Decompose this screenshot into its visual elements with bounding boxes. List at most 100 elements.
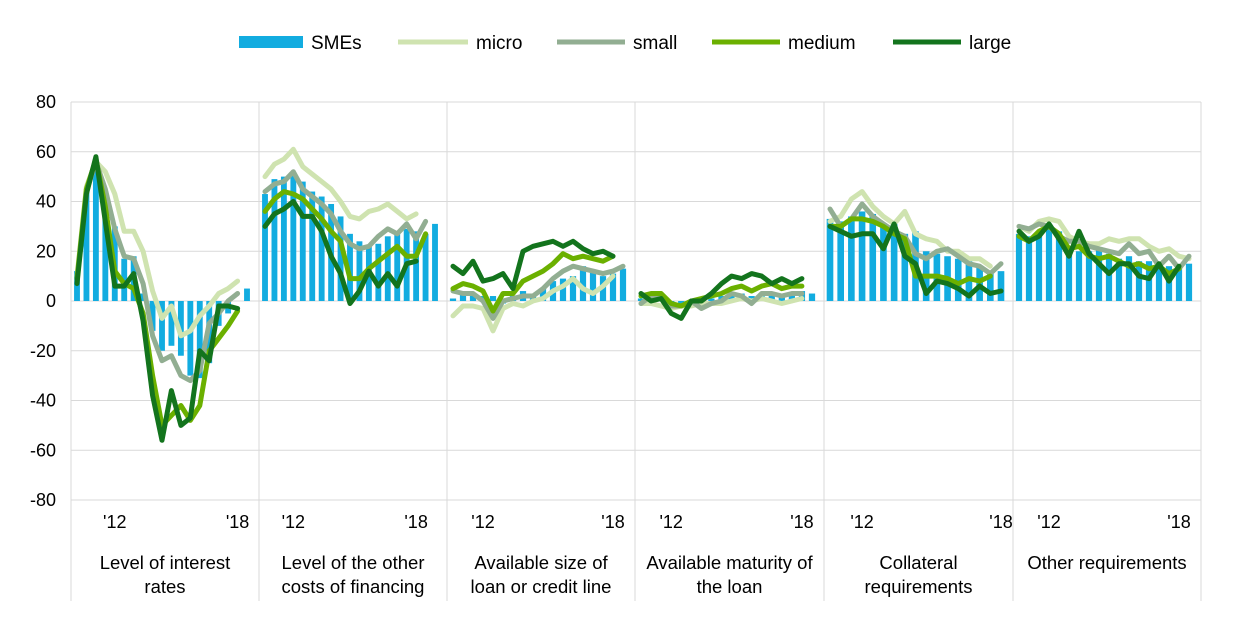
line-large <box>74 154 241 443</box>
x-tick-label: '12 <box>1037 512 1060 532</box>
x-tick-label: '18 <box>601 512 624 532</box>
legend-item-micro: micro <box>398 33 522 54</box>
bar-smes <box>1055 231 1063 301</box>
panel-label: rates <box>144 576 185 597</box>
bar-smes <box>459 291 467 301</box>
bar-smes <box>384 236 391 301</box>
bar-smes <box>589 271 597 301</box>
legend-item-large: large <box>893 33 1011 54</box>
bar-smes <box>422 233 429 301</box>
line-medium <box>262 189 429 282</box>
bar-smes <box>1185 263 1193 301</box>
y-tick-label: 40 <box>36 192 56 212</box>
bar-smes <box>1045 228 1053 301</box>
bar-smes <box>149 301 156 331</box>
bar-smes <box>569 276 577 301</box>
line-micro <box>262 146 419 222</box>
legend-item-smes: SMEs <box>239 33 362 54</box>
bar-smes <box>788 293 796 301</box>
y-tick-label: -20 <box>30 341 56 361</box>
bar-smes <box>299 181 306 301</box>
panel: '12 '18 Available size of loan or credit li… <box>449 238 627 597</box>
panel-label: loan or credit line <box>471 576 612 597</box>
bar-smes <box>1105 253 1113 301</box>
bar-smes <box>187 301 194 376</box>
x-tick-label: '18 <box>1167 512 1190 532</box>
legend-label: small <box>633 33 677 54</box>
legend-item-small: small <box>557 33 677 54</box>
x-tick-label: '12 <box>282 512 305 532</box>
legend-label: large <box>969 33 1011 54</box>
bar-smes <box>290 174 297 301</box>
bar-smes <box>619 268 627 301</box>
panel-label: costs of financing <box>282 576 425 597</box>
legend-label: micro <box>476 33 522 54</box>
bar-smes <box>83 189 90 301</box>
bar-smes <box>901 233 909 301</box>
bar-smes <box>489 296 497 301</box>
bar-smes <box>168 301 175 346</box>
line-small <box>827 201 1004 277</box>
x-tick-label: '12 <box>850 512 873 532</box>
line-large <box>450 238 616 292</box>
line-micro <box>450 273 616 334</box>
panel-label: Collateral <box>879 552 957 573</box>
bar-smes <box>1115 258 1123 301</box>
bar-smes <box>1065 246 1073 301</box>
bar-smes <box>826 218 834 301</box>
y-tick-label: -80 <box>30 490 56 510</box>
legend-swatch <box>239 36 303 48</box>
bar-smes <box>449 298 457 301</box>
bar-smes <box>432 223 438 301</box>
panel: '12 '18 Level of the other costs of financi… <box>262 146 438 597</box>
line-large <box>262 199 419 306</box>
line-small <box>262 169 429 252</box>
panel-label: the loan <box>697 576 763 597</box>
bar-smes <box>559 278 567 301</box>
bar-smes <box>808 293 816 301</box>
bar-smes <box>1125 256 1133 301</box>
bar-smes <box>890 223 898 301</box>
bar-smes <box>1085 251 1093 301</box>
bar-smes <box>413 231 420 301</box>
bar-smes <box>92 164 99 301</box>
y-tick-label: 80 <box>36 92 56 112</box>
bar-smes <box>244 288 250 301</box>
line-micro <box>1016 216 1192 262</box>
panel: '12 '18 Level of interest rates <box>74 154 250 597</box>
bar-smes <box>159 301 165 351</box>
bar-smes <box>708 298 715 301</box>
bar-smes <box>280 176 287 301</box>
y-tick-label: -60 <box>30 440 56 460</box>
bar-smes <box>271 179 278 301</box>
panels: '12 '18 Level of interest rates '12 '18 Level … <box>74 146 1193 597</box>
bar-smes <box>309 191 316 301</box>
bar-smes <box>637 298 645 301</box>
legend-item-medium: medium <box>712 33 856 54</box>
panel: '12 '18 Collateral requirements <box>826 189 1013 597</box>
line-micro <box>827 189 993 269</box>
line-medium <box>638 281 805 309</box>
bar-smes <box>858 211 866 301</box>
bar-smes <box>1025 236 1033 301</box>
panel: '12 '18 Other requirements <box>1015 216 1193 573</box>
y-tick-label: 0 <box>46 291 56 311</box>
panel-label: Available size of <box>474 552 608 573</box>
bar-smes <box>678 301 685 304</box>
bar-smes <box>394 233 401 301</box>
bar-smes <box>102 191 109 301</box>
x-tick-label: '18 <box>790 512 813 532</box>
x-tick-label: '18 <box>989 512 1012 532</box>
bar-smes <box>375 243 382 301</box>
bar-smes <box>262 194 268 301</box>
plot-area <box>70 101 1202 601</box>
bar-smes <box>1015 233 1023 301</box>
bar-smes <box>837 221 845 301</box>
y-tick-label: 60 <box>36 142 56 162</box>
x-tick-label: '18 <box>226 512 249 532</box>
bar-smes <box>869 213 877 301</box>
bar-smes <box>337 216 344 301</box>
bar-smes <box>768 293 775 301</box>
bar-smes <box>347 233 353 301</box>
line-large <box>827 221 1004 299</box>
